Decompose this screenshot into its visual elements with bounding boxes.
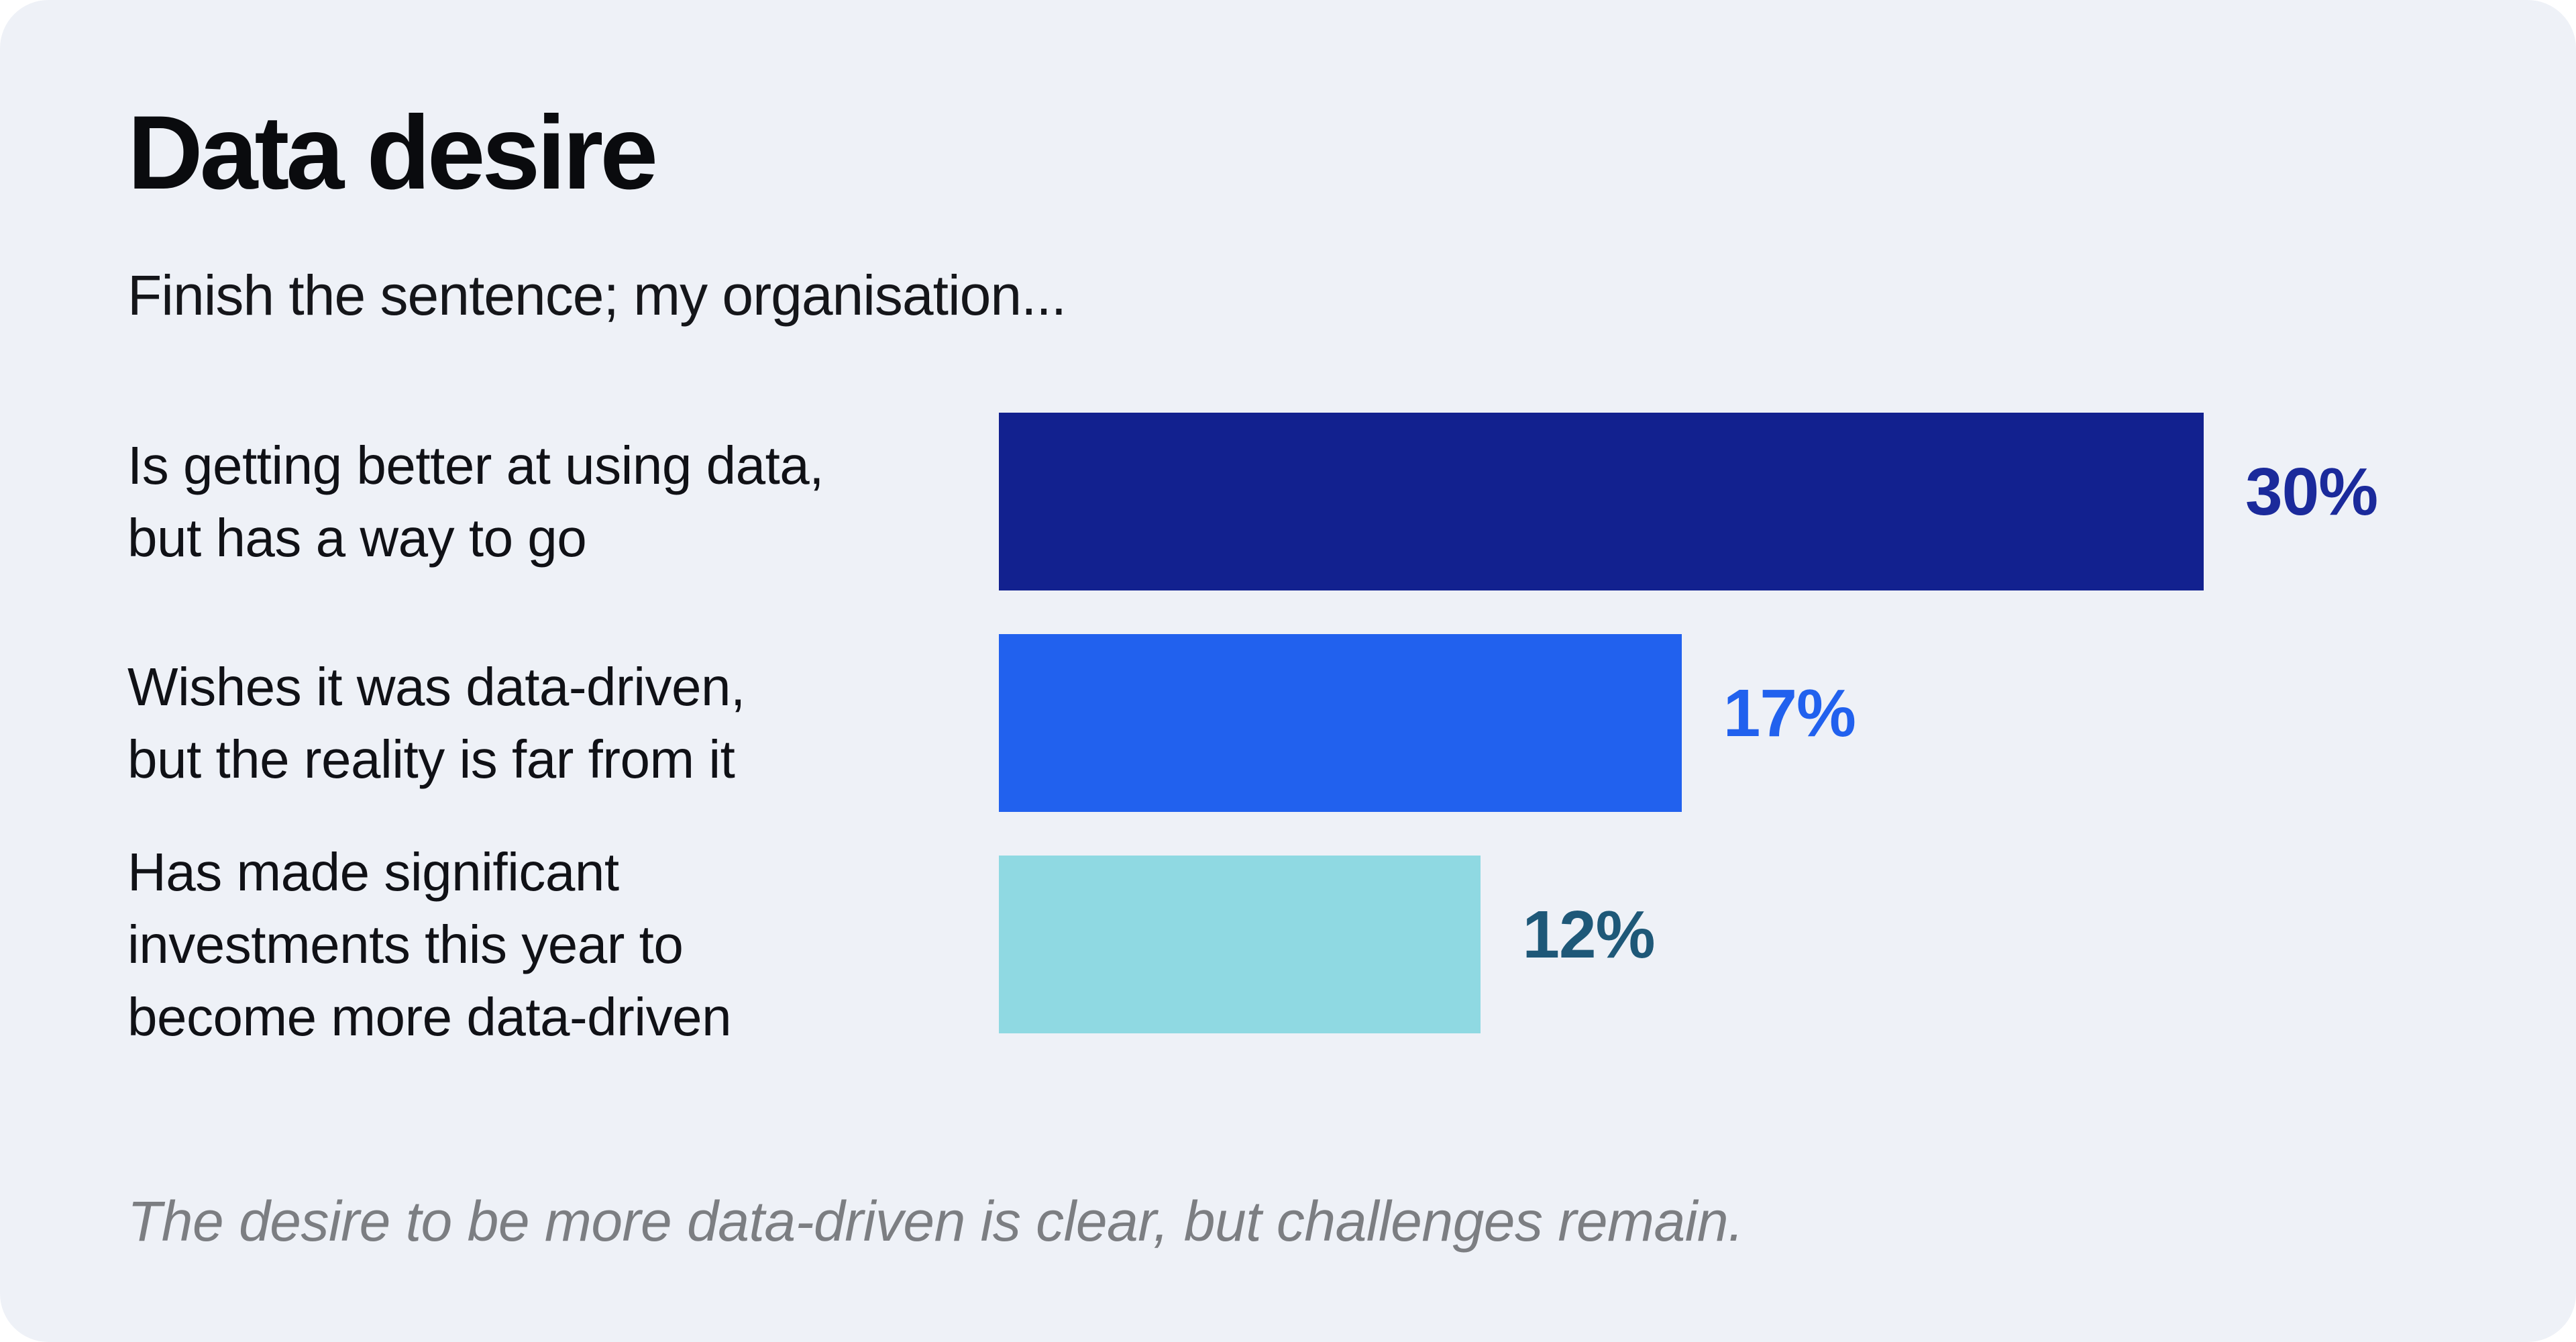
chart-footnote: The desire to be more data-driven is cle… bbox=[127, 1190, 1743, 1253]
bar-value-label: 12% bbox=[1522, 897, 1655, 972]
bar bbox=[999, 856, 1481, 1033]
bar-row-label: Is getting better at using data, but has… bbox=[127, 435, 824, 568]
bar-row: Is getting better at using data, but has… bbox=[0, 413, 2576, 590]
bar-row-label: Has made significant investments this ye… bbox=[127, 841, 732, 1047]
bar-row: Has made significant investments this ye… bbox=[0, 841, 2576, 1047]
bar bbox=[999, 634, 1682, 812]
bar bbox=[999, 413, 2204, 590]
chart-subtitle: Finish the sentence; my organisation... bbox=[127, 264, 1067, 327]
bar-value-label: 30% bbox=[2245, 454, 2378, 529]
bar-row: Wishes it was data-driven, but the reali… bbox=[0, 634, 2576, 812]
bar-value-label: 17% bbox=[1723, 676, 1856, 751]
chart-title: Data desire bbox=[127, 95, 658, 211]
bar-row-label: Wishes it was data-driven, but the reali… bbox=[127, 656, 745, 789]
